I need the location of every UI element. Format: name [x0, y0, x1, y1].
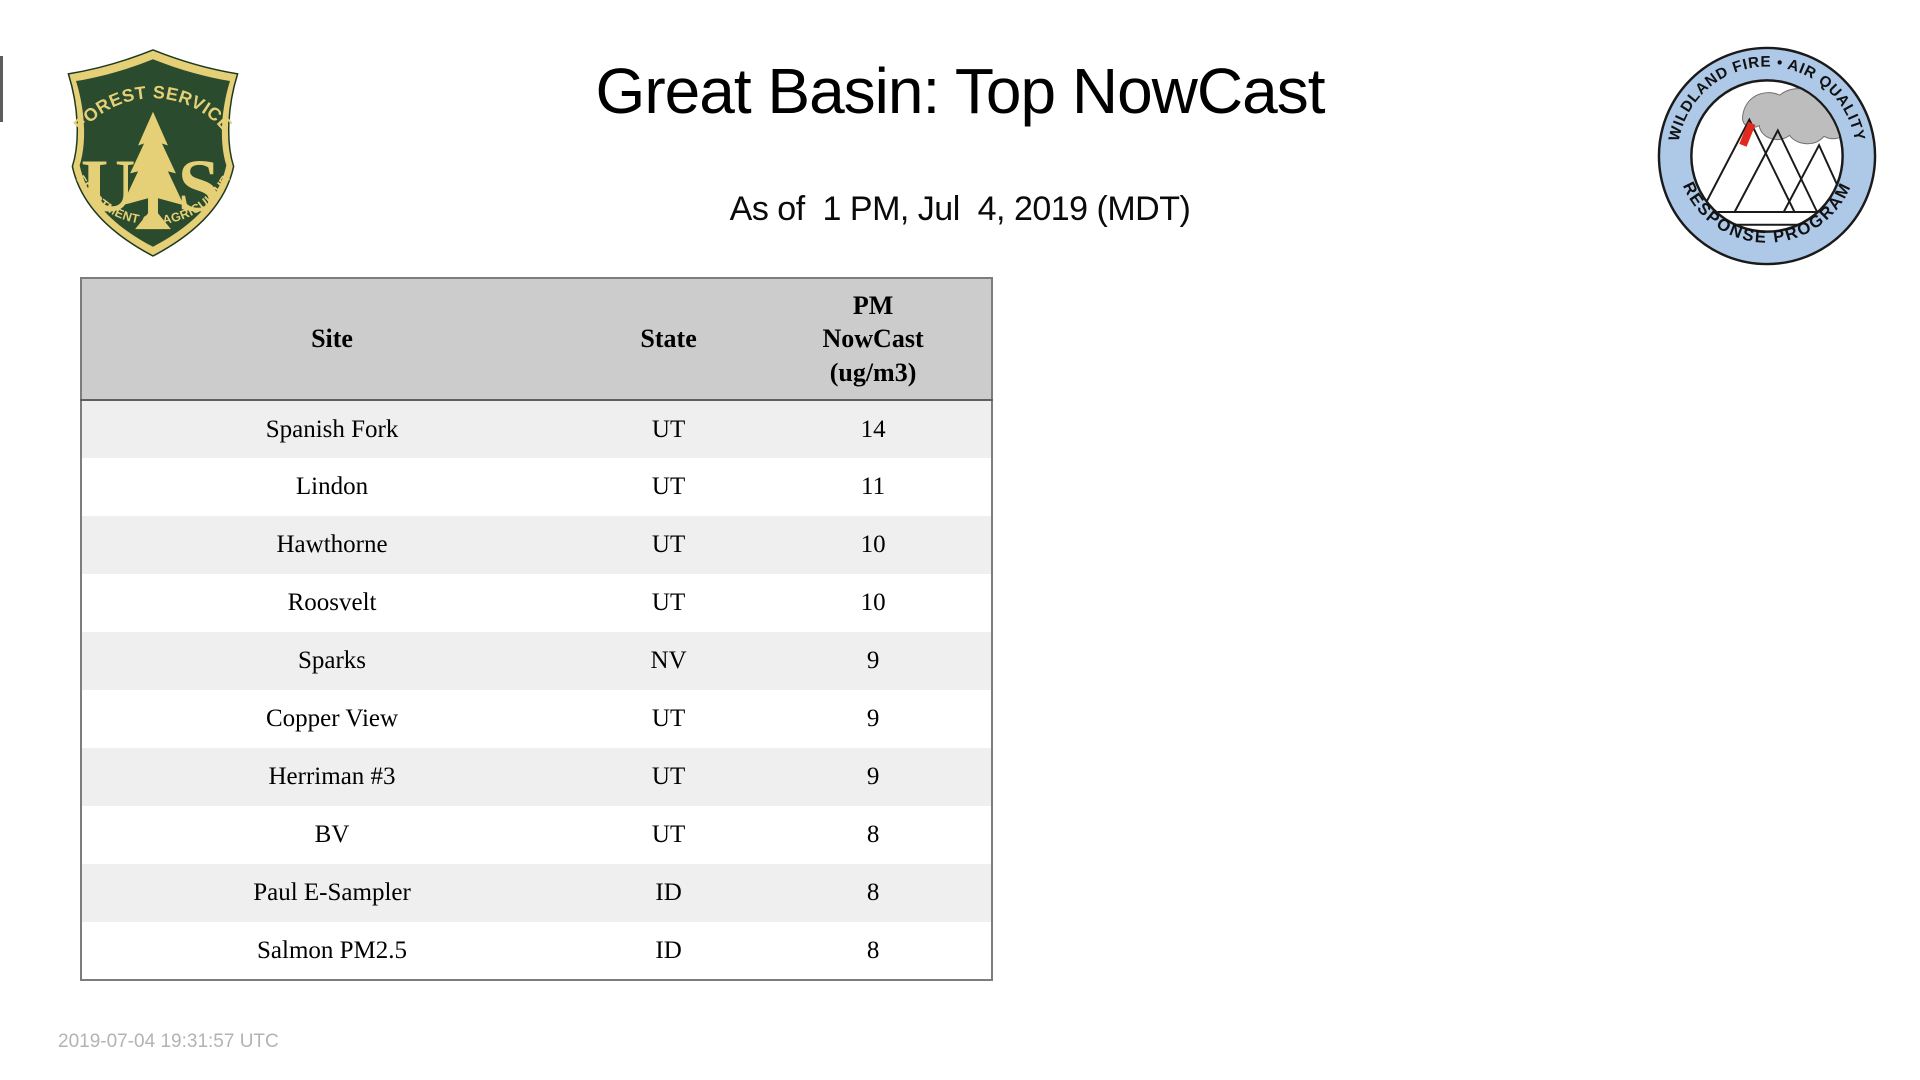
cell-state: UT — [651, 531, 686, 558]
page-subtitle: As of 1 PM, Jul 4, 2019 (MDT) — [729, 190, 1191, 228]
left-mountain — [1700, 117, 1796, 213]
page-title: Great Basin: Top NowCast — [595, 55, 1326, 127]
cell-state: UT — [651, 473, 686, 500]
column-header-site: Site — [311, 324, 353, 354]
table-row: Copper View UT 9 — [81, 690, 992, 748]
wildland-fire-air-quality-logo-icon: WILDLAND FIRE • AIR QUALITY RESPONSE PRO… — [1657, 46, 1877, 266]
middle-mountain — [1733, 128, 1818, 213]
table-row: Lindon UT 11 — [81, 458, 992, 516]
pm-header-line-3: (ug/m3) — [829, 357, 917, 387]
column-header-state: State — [640, 324, 697, 354]
table-row: Roosvelt UT 10 — [81, 574, 992, 632]
table-row: Herriman #3 UT 9 — [81, 748, 992, 806]
cell-state: UT — [651, 821, 686, 848]
cell-value: 8 — [866, 879, 880, 906]
cell-site: Roosvelt — [287, 589, 377, 616]
cell-state: NV — [650, 647, 687, 674]
cell-site: Sparks — [297, 647, 367, 674]
screen-edge-artifact — [0, 56, 3, 122]
cell-site: Salmon PM2.5 — [257, 936, 408, 964]
cell-state: UT — [651, 589, 686, 616]
pm-header-line-2: NowCast — [822, 324, 924, 354]
cell-site: Copper View — [266, 705, 399, 732]
pine-tree-icon — [122, 111, 184, 230]
cell-state: UT — [651, 763, 686, 790]
cell-value: 9 — [866, 763, 880, 790]
table-row: BV UT 8 — [81, 806, 992, 864]
cell-state: ID — [655, 879, 682, 906]
cell-site: Paul E-Sampler — [253, 879, 411, 906]
table-header-row: Site State PM NowCast (ug/m3) — [81, 278, 992, 400]
forest-service-logo-icon: FOREST SERVICE U S DEPARTMENT OF AGRICUL… — [57, 46, 239, 257]
generated-timestamp: 2019-07-04 19:31:57 UTC — [58, 1031, 279, 1052]
cell-value: 11 — [861, 473, 886, 500]
cell-value: 10 — [860, 589, 886, 616]
fire-mark-icon — [1739, 121, 1756, 147]
table-row: Paul E-Sampler ID 8 — [81, 864, 992, 922]
table-row: Salmon PM2.5 ID 8 — [81, 922, 992, 980]
cell-value: 8 — [866, 936, 880, 964]
cell-value: 10 — [860, 531, 886, 558]
cell-value: 9 — [866, 647, 880, 674]
cell-state: UT — [651, 705, 686, 732]
cell-value: 9 — [866, 705, 880, 732]
table-row: Hawthorne UT 10 — [81, 516, 992, 574]
cell-state: UT — [651, 415, 686, 443]
nowcast-table: Site State PM NowCast (ug/m3) Spanish Fo… — [80, 277, 993, 981]
table-row: Spanish Fork UT 14 — [81, 400, 992, 458]
column-header-pm-nowcast: PM NowCast (ug/m3) — [755, 278, 992, 400]
cell-site: Spanish Fork — [265, 415, 399, 443]
table-row: Sparks NV 9 — [81, 632, 992, 690]
pm-header-line-1: PM — [852, 291, 894, 321]
cell-site: Hawthorne — [276, 531, 388, 558]
cell-site: Lindon — [295, 473, 369, 500]
shield-letter-s: S — [178, 145, 220, 228]
cell-value: 8 — [866, 821, 880, 848]
cell-site: BV — [314, 821, 350, 848]
cell-value: 14 — [860, 415, 886, 443]
cell-state: ID — [655, 936, 682, 964]
cell-site: Herriman #3 — [268, 763, 396, 790]
shield-letter-u: U — [81, 145, 136, 228]
